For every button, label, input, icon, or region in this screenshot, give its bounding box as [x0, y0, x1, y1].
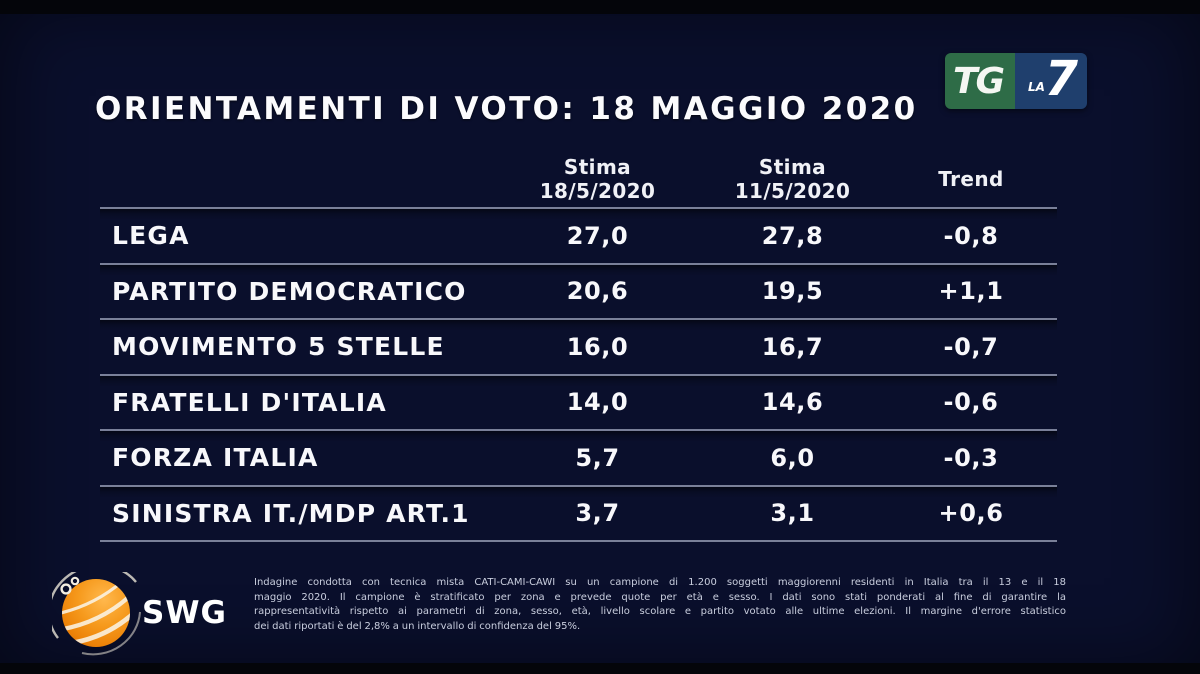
poll-table: Stima 18/5/2020 Stima 11/5/2020 Trend LE… — [100, 153, 1057, 542]
swg-globe-icon — [47, 564, 141, 656]
stima-11-5-value: 3,1 — [770, 499, 815, 528]
party-name: SINISTRA IT./MDP ART.1 — [112, 498, 470, 528]
trend-value: -0,8 — [943, 221, 999, 250]
disclaimer-line: dei dati riportati è del 2,8% a un inter… — [254, 620, 581, 632]
trend-value: -0,6 — [943, 388, 999, 417]
trend-value: +1,1 — [938, 277, 1004, 306]
table-row: LEGA 27,0 27,8 -0,8 — [100, 207, 1057, 263]
trend-value: -0,3 — [943, 443, 999, 472]
trend-value: +0,6 — [938, 499, 1004, 528]
stima-11-5-value: 27,8 — [761, 221, 824, 250]
disclaimer-line: Indagine condotta con tecnica mista CATI… — [254, 577, 1066, 588]
disclaimer-line: maggio 2020. Il campione è stratificato … — [254, 591, 1066, 603]
disclaimer-line: rappresentatività rispetto ai parametri … — [254, 606, 1066, 618]
stima-18-5-value: 5,7 — [575, 443, 620, 472]
stima-11-5-value: 14,6 — [761, 388, 824, 417]
party-name: FRATELLI D'ITALIA — [112, 387, 387, 417]
header-stima-label: Stima — [758, 155, 827, 180]
la7-logo-seven-text: 7 — [1044, 51, 1078, 107]
header-stima-label: Stima — [563, 155, 632, 180]
letterbox-bottom — [0, 663, 1200, 674]
column-header-stima-11-5: Stima 11/5/2020 — [700, 156, 885, 203]
tg-logo-text: TG — [952, 60, 1005, 102]
stima-11-5-value: 19,5 — [761, 277, 824, 306]
stima-18-5-value: 27,0 — [566, 221, 629, 250]
stima-18-5-value: 3,7 — [575, 499, 620, 528]
table-row: MOVIMENTO 5 STELLE 16,0 16,7 -0,7 — [100, 318, 1057, 374]
stima-18-5-value: 14,0 — [566, 388, 629, 417]
la7-logo-block: LA 7 — [1015, 51, 1087, 109]
stima-11-5-value: 6,0 — [770, 443, 815, 472]
stima-11-5-value: 16,7 — [761, 332, 824, 361]
trend-value: -0,7 — [943, 332, 999, 361]
stima-18-5-value: 20,6 — [566, 277, 629, 306]
stima-18-5-value: 16,0 — [566, 332, 629, 361]
table-row: SINISTRA IT./MDP ART.1 3,7 3,1 +0,6 — [100, 484, 1057, 540]
table-row: FRATELLI D'ITALIA 14,0 14,6 -0,6 — [100, 373, 1057, 429]
party-name: FORZA ITALIA — [112, 443, 319, 473]
letterbox-top — [0, 0, 1200, 14]
page-title: ORIENTAMENTI DI VOTO: 18 MAGGIO 2020 — [95, 91, 918, 127]
tgla7-logo: TG LA 7 — [945, 51, 1087, 109]
header-date-label: 18/5/2020 — [539, 179, 656, 203]
party-name: MOVIMENTO 5 STELLE — [112, 332, 445, 362]
header-date-label: 11/5/2020 — [734, 179, 851, 203]
methodology-disclaimer: Indagine condotta con tecnica mista CATI… — [254, 576, 1066, 634]
party-name: LEGA — [112, 221, 190, 251]
swg-logo-text: SWG — [142, 595, 227, 631]
table-body: LEGA 27,0 27,8 -0,8 PARTITO DEMOCRATICO … — [100, 207, 1057, 542]
la7-logo-la-text: LA — [1028, 80, 1045, 94]
column-header-trend: Trend — [938, 167, 1004, 192]
tg-logo-block: TG — [945, 53, 1015, 109]
table-header-row: Stima 18/5/2020 Stima 11/5/2020 Trend — [100, 153, 1057, 207]
column-header-stima-18-5: Stima 18/5/2020 — [495, 156, 700, 203]
table-row: PARTITO DEMOCRATICO 20,6 19,5 +1,1 — [100, 262, 1057, 318]
swg-logo: SWG — [47, 564, 252, 656]
table-row: FORZA ITALIA 5,7 6,0 -0,3 — [100, 429, 1057, 485]
party-name: PARTITO DEMOCRATICO — [112, 276, 467, 306]
